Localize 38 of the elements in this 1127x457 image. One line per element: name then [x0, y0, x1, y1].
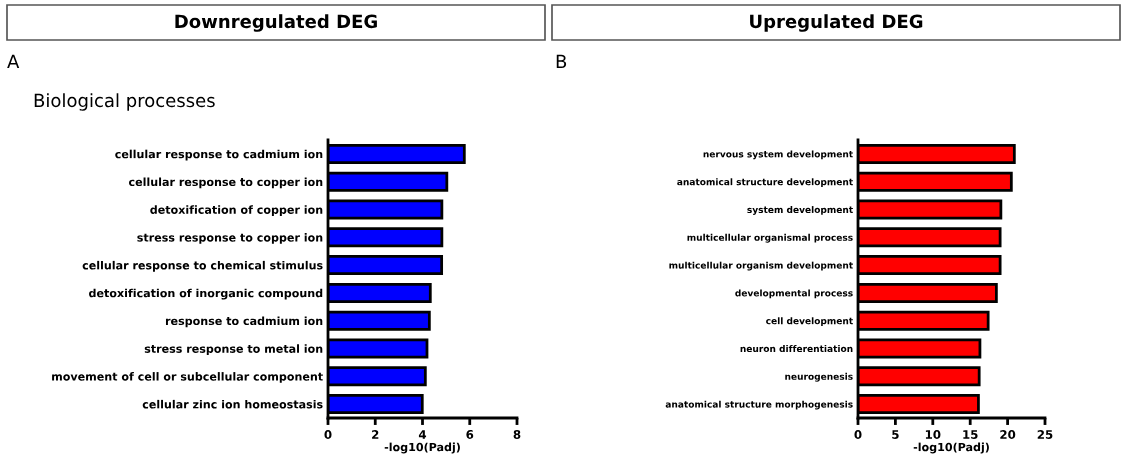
y-tick-label: system development — [747, 206, 853, 215]
x-tick-label: 5 — [892, 430, 899, 439]
x-tick-label: 20 — [1000, 430, 1016, 439]
x-tick-label: 4 — [418, 430, 427, 439]
text: A — [7, 54, 20, 68]
y-tick-label: response to cadmium ion — [165, 316, 323, 328]
y-tick-label: multicellular organismal process — [687, 233, 853, 243]
x-tick-label: 8 — [513, 430, 521, 439]
x-tick-label: 25 — [1037, 430, 1053, 439]
x-axis-title: -log10(Padj) — [913, 442, 989, 454]
x-tick-label: 0 — [324, 430, 332, 439]
x-tick-label: 2 — [372, 430, 379, 439]
y-tick-label: multicellular organism development — [669, 261, 853, 271]
text: B — [556, 54, 567, 68]
chart-title: Downregulated DEG — [175, 14, 377, 32]
y-tick-label: anatomical structure morphogenesis — [665, 400, 853, 410]
y-tick-label: movement of cell or subcellular component — [52, 372, 323, 383]
y-tick-label: neurogenesis — [785, 372, 853, 382]
x-tick-label: 15 — [963, 430, 978, 439]
x-tick-label: 0 — [854, 430, 862, 439]
y-tick-label: developmental process — [735, 289, 853, 299]
text: Biological processes — [34, 93, 215, 111]
x-tick-label: 6 — [466, 430, 474, 439]
y-tick-label: neuron differentiation — [740, 345, 853, 353]
y-tick-label: nervous system development — [703, 150, 853, 160]
y-tick-label: cellular response to chemical stimulus — [82, 260, 323, 272]
y-tick-label: stress response to metal ion — [144, 344, 323, 356]
y-tick-label: cellular response to copper ion — [128, 177, 323, 189]
chart-title: Upregulated DEG — [750, 14, 923, 32]
y-tick-label: cellular response to cadmium ion — [115, 149, 323, 161]
y-tick-label: cell development — [766, 317, 853, 327]
x-axis-title: -log10(Padj) — [384, 442, 460, 454]
y-tick-label: detoxification of inorganic compound — [89, 288, 323, 300]
y-tick-label: anatomical structure development — [677, 178, 853, 188]
x-tick-label: 10 — [925, 430, 941, 439]
y-tick-label: stress response to copper ion — [137, 233, 323, 244]
y-tick-label: detoxification of copper ion — [150, 205, 323, 217]
y-tick-label: cellular zinc ion homeostasis — [142, 399, 323, 409]
